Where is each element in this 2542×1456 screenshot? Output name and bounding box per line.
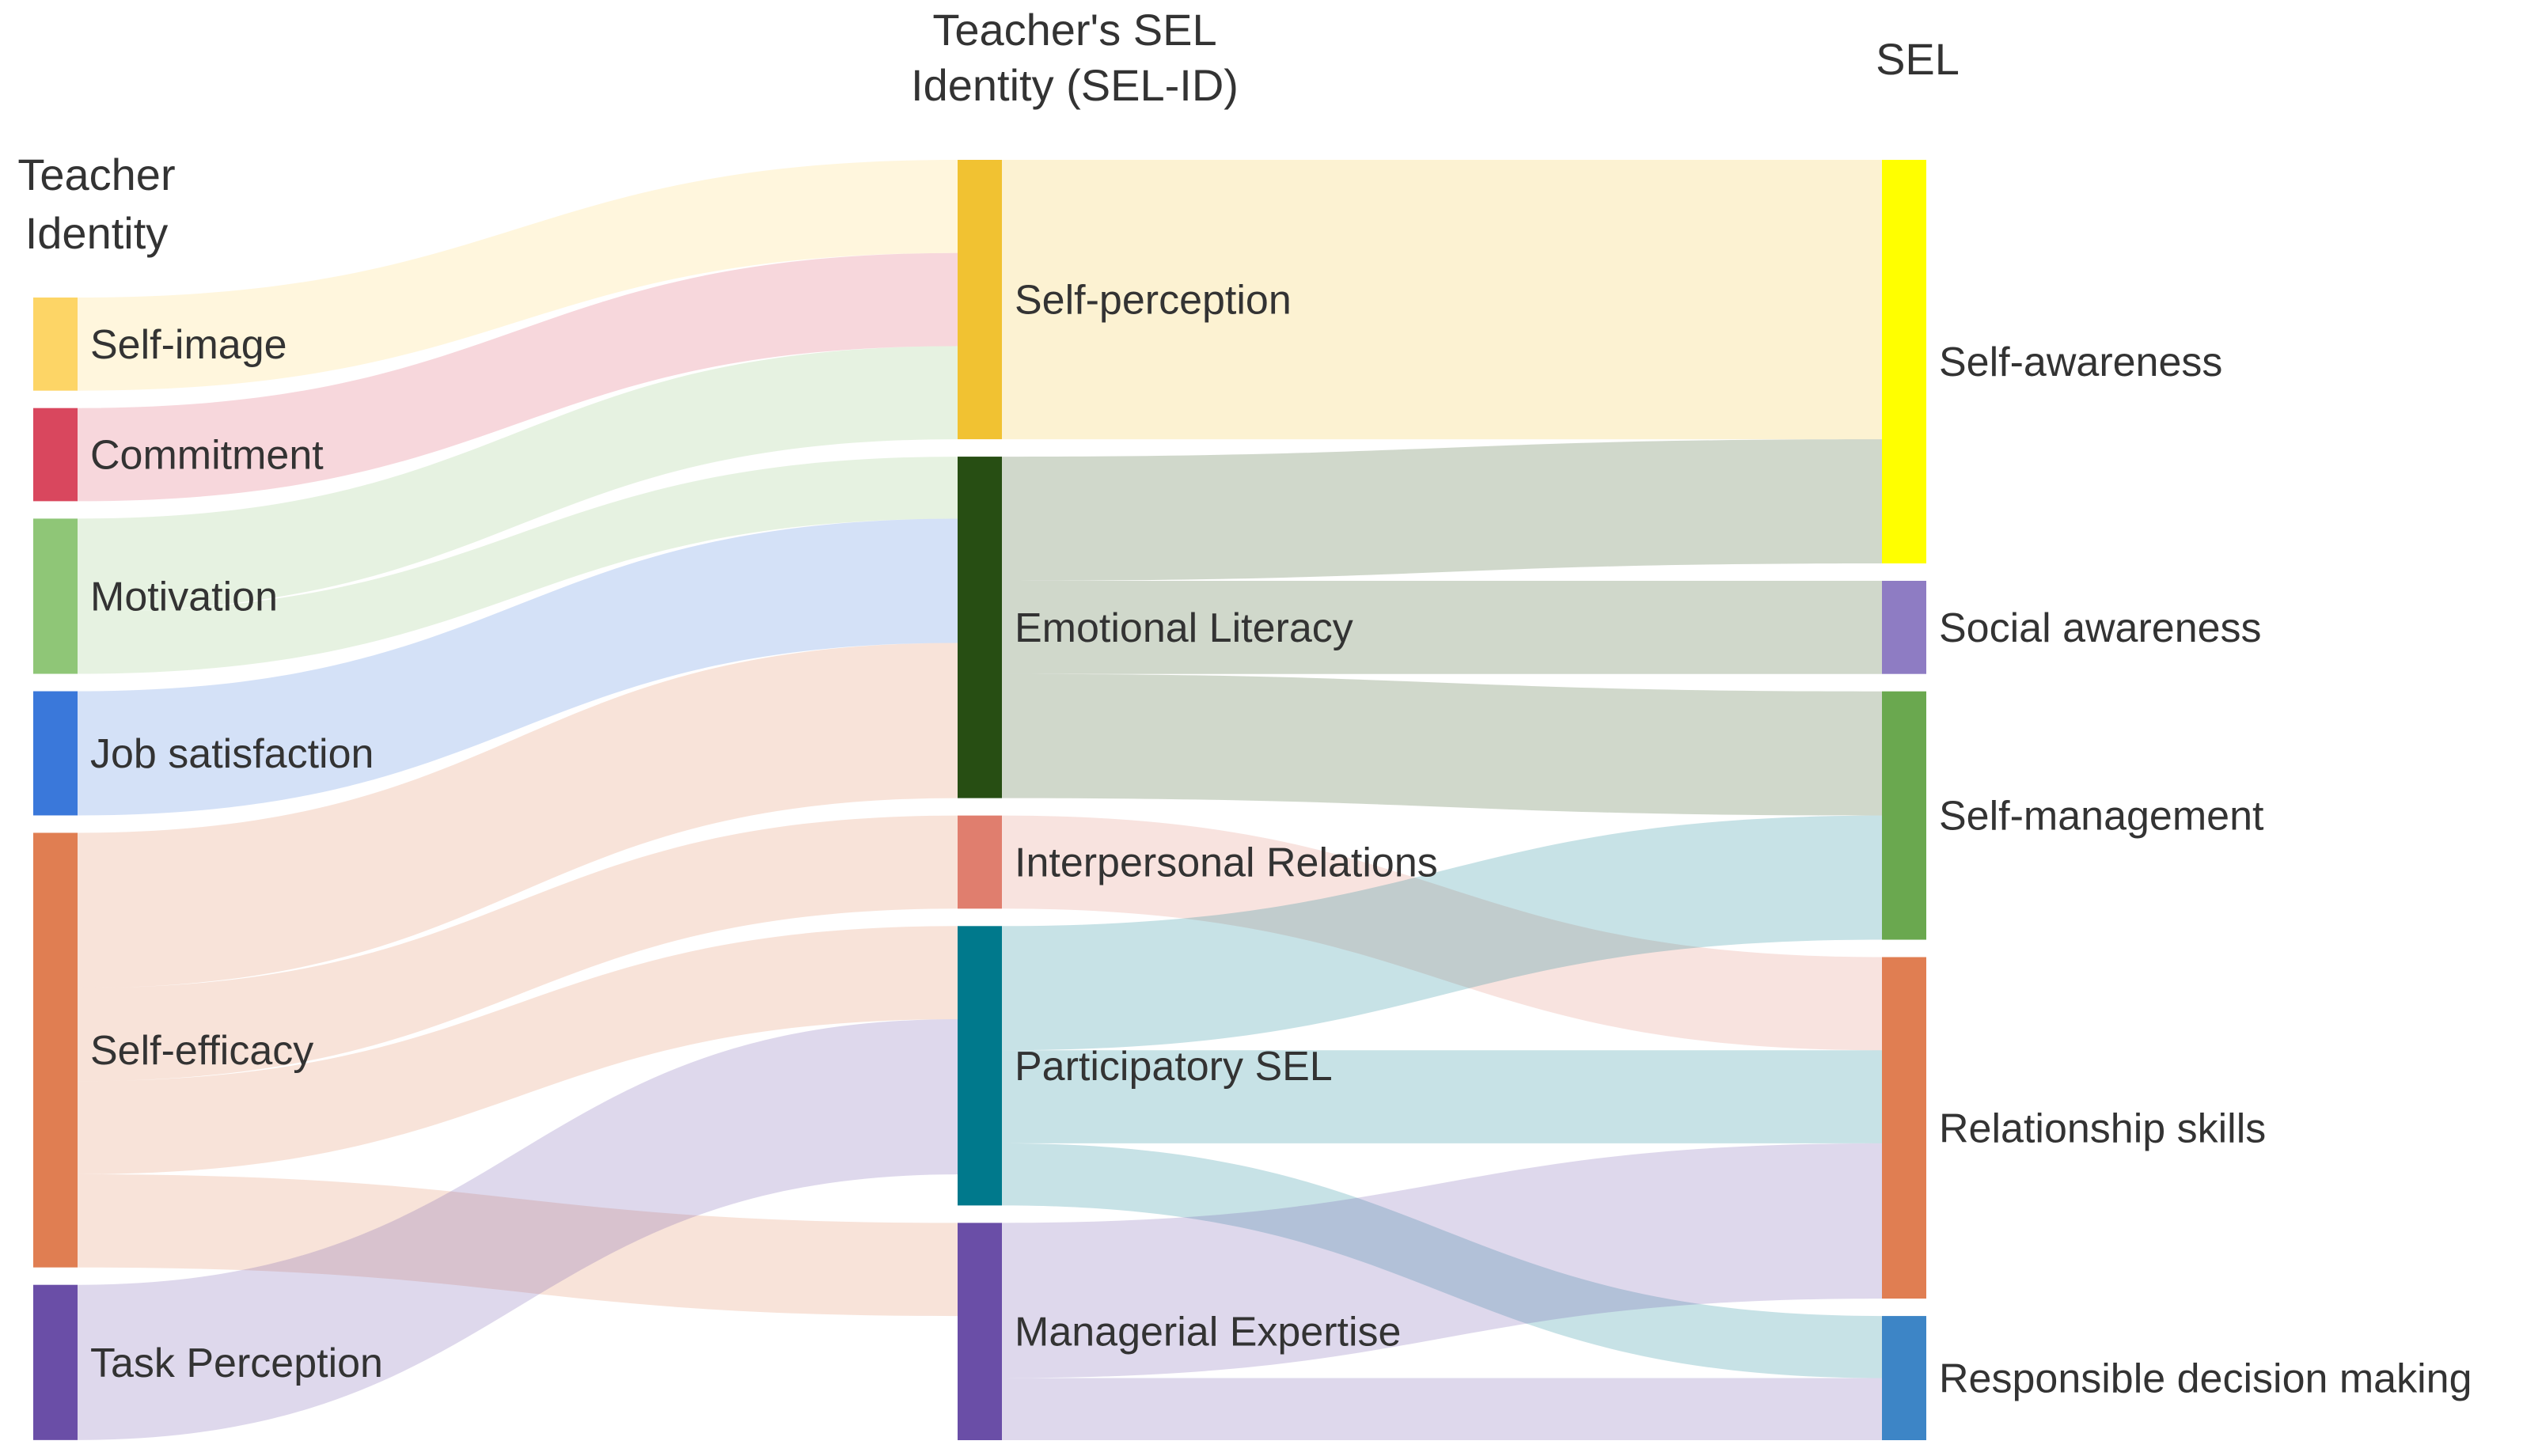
node-label-commitment: Commitment <box>90 433 324 479</box>
nodes-layer: Self-image Commitment Motivation Job satisf… <box>33 160 2472 1440</box>
node-label-responsible_decision_making: Responsible decision making <box>1939 1356 2472 1402</box>
link-emotional_literacy-to-self_awareness <box>1002 439 1882 581</box>
link-motivation-to-self_perception <box>78 346 958 612</box>
node-label-social_awareness: Social awareness <box>1939 605 2262 651</box>
link-self_efficacy-to-managerial_expertise <box>78 1174 958 1317</box>
link-self_efficacy-to-participatory_sel <box>78 926 958 1174</box>
node-label-self_image: Self-image <box>90 322 287 368</box>
node-social_awareness <box>1882 581 1926 674</box>
column-title-teacher-identity-line2: Identity <box>25 208 169 258</box>
node-label-motivation: Motivation <box>90 574 278 620</box>
node-participatory_sel <box>958 926 1002 1206</box>
column-title-sel: SEL <box>1876 34 1960 84</box>
node-self_efficacy <box>33 832 78 1268</box>
node-motivation <box>33 518 78 674</box>
node-commitment <box>33 408 78 502</box>
node-label-self_management: Self-management <box>1939 794 2264 840</box>
node-label-self_efficacy: Self-efficacy <box>90 1028 313 1074</box>
link-participatory_sel-to-responsible_decision_making <box>1002 1143 1882 1378</box>
link-managerial_expertise-to-responsible_decision_making <box>1002 1378 1882 1440</box>
link-motivation-to-emotional_literacy <box>78 457 958 674</box>
node-interpersonal_relations <box>958 815 1002 909</box>
node-self_awareness <box>1882 160 1926 563</box>
node-self_image <box>33 298 78 391</box>
node-label-self_perception: Self-perception <box>1015 278 1292 324</box>
link-self_efficacy-to-interpersonal_relations <box>78 815 958 1082</box>
node-emotional_literacy <box>958 457 1002 798</box>
node-relationship_skills <box>1882 957 1926 1299</box>
link-participatory_sel-to-relationship_skills <box>1002 1050 1882 1143</box>
node-responsible_decision_making <box>1882 1316 1926 1440</box>
link-job_satisfaction-to-emotional_literacy <box>78 518 958 816</box>
link-self_efficacy-to-emotional_literacy <box>78 643 958 988</box>
node-label-job_satisfaction: Job satisfaction <box>90 731 374 777</box>
column-title-sel-id-line1: Teacher's SEL <box>932 5 1216 55</box>
column-title-sel-id-line2: Identity (SEL-ID) <box>911 60 1239 110</box>
node-label-interpersonal_relations: Interpersonal Relations <box>1015 840 1438 885</box>
node-label-managerial_expertise: Managerial Expertise <box>1015 1310 1401 1356</box>
node-label-task_perception: Task Perception <box>90 1340 383 1386</box>
node-managerial_expertise <box>958 1223 1002 1440</box>
node-label-self_awareness: Self-awareness <box>1939 339 2222 385</box>
node-self_perception <box>958 160 1002 440</box>
links-layer <box>78 160 1882 1440</box>
node-label-relationship_skills: Relationship skills <box>1939 1105 2266 1151</box>
link-participatory_sel-to-self_management <box>1002 815 1882 1051</box>
node-label-participatory_sel: Participatory SEL <box>1015 1044 1333 1090</box>
link-commitment-to-self_perception <box>78 252 958 502</box>
node-task_perception <box>33 1284 78 1440</box>
node-self_management <box>1882 691 1926 940</box>
link-emotional_literacy-to-social_awareness <box>1002 581 1882 674</box>
node-label-emotional_literacy: Emotional Literacy <box>1015 605 1353 651</box>
link-interpersonal_relations-to-relationship_skills <box>1002 815 1882 1051</box>
link-emotional_literacy-to-self_management <box>1002 673 1882 816</box>
link-managerial_expertise-to-relationship_skills <box>1002 1143 1882 1378</box>
column-title-teacher-identity-line1: Teacher <box>17 150 175 199</box>
link-self_perception-to-self_awareness <box>1002 160 1882 440</box>
node-job_satisfaction <box>33 691 78 816</box>
link-self_image-to-self_perception <box>78 160 958 391</box>
link-task_perception-to-participatory_sel <box>78 1019 958 1440</box>
